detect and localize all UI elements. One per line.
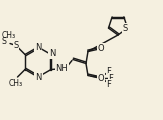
Text: O: O: [98, 44, 104, 53]
Text: S: S: [1, 37, 6, 46]
Text: N: N: [35, 42, 41, 51]
Text: O: O: [98, 74, 104, 83]
Text: CH₃: CH₃: [9, 79, 23, 89]
Text: N: N: [35, 73, 42, 82]
Text: S: S: [123, 24, 128, 33]
Text: CH₃: CH₃: [2, 30, 16, 39]
Text: F: F: [107, 67, 111, 76]
Text: NH: NH: [56, 64, 68, 73]
Text: S: S: [13, 41, 19, 50]
Text: F: F: [107, 80, 111, 89]
Text: N: N: [49, 49, 56, 59]
Text: F: F: [109, 74, 113, 83]
